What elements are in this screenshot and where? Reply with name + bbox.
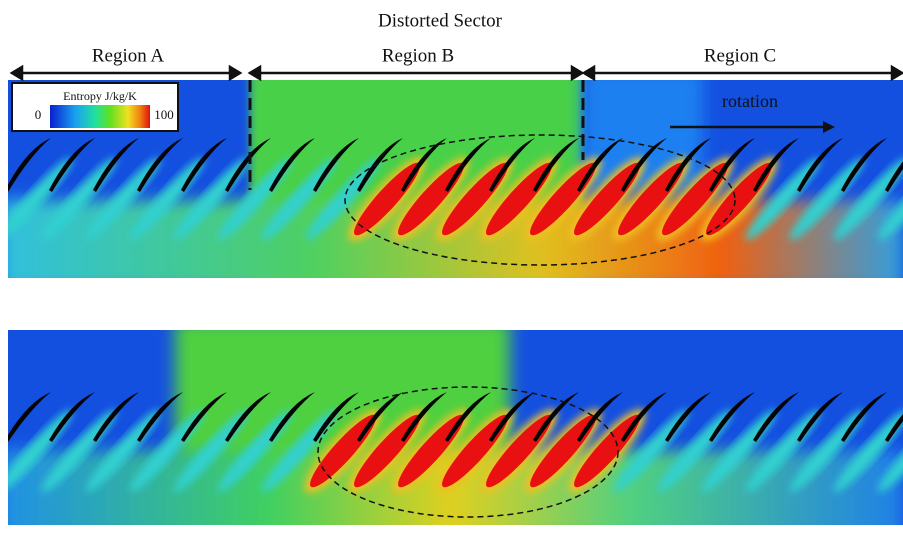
bottom-panel [0, 320, 903, 535]
colorbar-label: Entropy J/kg/K [63, 89, 137, 103]
colorbar-max: 100 [154, 107, 174, 122]
colorbar: Entropy J/kg/K 0 100 [12, 83, 178, 131]
colorbar-gradient [50, 105, 150, 128]
region-label: Region A [92, 45, 165, 66]
title: Distorted Sector [378, 10, 503, 31]
region-arrows [12, 67, 902, 79]
region-label: Region C [704, 45, 776, 66]
rotation-label: rotation [722, 91, 778, 111]
colorbar-min: 0 [35, 107, 42, 122]
figure: Distorted Sector Region A Region B Regio… [0, 0, 903, 535]
region-label: Region B [382, 45, 454, 66]
